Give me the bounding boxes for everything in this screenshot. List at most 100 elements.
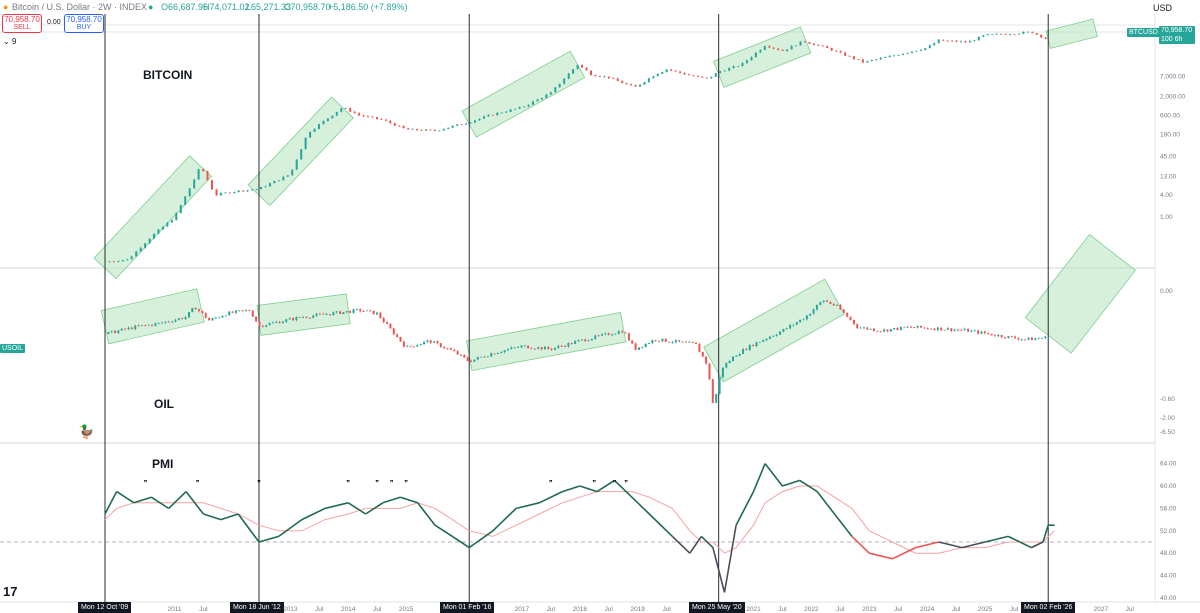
oil-panel-label: OIL [154, 397, 174, 411]
ohlc-high: H74,071.02 [203, 2, 250, 12]
btc-candle [389, 120, 392, 124]
btc-candle [135, 251, 138, 257]
pmi-line-segment [185, 491, 205, 515]
oil-candle [644, 343, 647, 347]
pmi-line-segment [434, 524, 453, 538]
oil-candle [638, 347, 640, 350]
oil-candle [594, 335, 597, 339]
time-axis-tick: 2017 [515, 606, 530, 613]
pmi-line-segment [515, 502, 540, 510]
pmi-line-segment [1031, 541, 1044, 549]
oil-candle [204, 313, 207, 318]
btc-candle [732, 66, 735, 68]
btc-candle [746, 60, 748, 64]
btc-candle [335, 111, 338, 116]
btc-candle [1026, 31, 1029, 33]
oil-candle [382, 317, 385, 323]
oil-candle [936, 327, 939, 330]
btc-candle [300, 149, 303, 160]
btc-candle [549, 92, 552, 95]
oil-candle [1000, 335, 1003, 338]
oil-candle [530, 348, 533, 350]
oil-candle [1030, 337, 1033, 341]
btc-candle [937, 39, 940, 44]
oil-candle [191, 308, 194, 313]
oil-candle [295, 317, 298, 321]
btc-candle [407, 128, 410, 130]
buy-button[interactable]: 70,958.70 BUY [64, 14, 104, 33]
oil-candle [443, 347, 446, 349]
btc-candle [928, 45, 931, 49]
btc-candle [202, 169, 205, 172]
oil-candle [685, 341, 687, 343]
oil-candle [896, 328, 899, 330]
oil-candle [127, 327, 130, 330]
currency-label[interactable]: USD [1152, 3, 1172, 13]
oil-candle [664, 338, 667, 342]
pmi-line-segment [365, 502, 384, 515]
symbol-title[interactable]: Bitcoin / U.S. Dollar · 2W · INDEX [12, 2, 148, 12]
oil-candle [910, 326, 912, 328]
oil-candle [617, 331, 620, 334]
btc-candle [416, 128, 419, 131]
btc-candle [1040, 34, 1043, 38]
btc-candle [233, 192, 236, 194]
oil-candle [735, 355, 738, 357]
oil-candle [671, 342, 674, 343]
btc-candle [420, 130, 423, 131]
btc-candle [964, 41, 967, 43]
pmi-line-segment [382, 496, 401, 504]
btc-candle [630, 84, 633, 86]
btc-candle [411, 128, 414, 130]
pmi-line-segment [1007, 535, 1032, 549]
btc-candle [768, 46, 771, 48]
oil-candle [627, 333, 630, 341]
oil-candle [476, 357, 479, 360]
btc-candle [982, 35, 985, 37]
oil-candle [688, 341, 691, 343]
time-axis-tick: Jul [894, 606, 903, 613]
btc-candle [465, 123, 468, 125]
oil-candle [809, 313, 812, 316]
btc-candle [737, 66, 740, 67]
btc-candle [384, 119, 387, 121]
oil-candle [839, 305, 842, 310]
btc-candle [429, 129, 432, 131]
btc-candle [153, 233, 155, 239]
vertical-marker-group [104, 14, 1049, 602]
btc-candle [500, 112, 503, 114]
tradingview-logo[interactable]: 17 [3, 584, 18, 599]
pmi-peak-marker: ❞ [404, 479, 408, 487]
time-axis-tick: 2023 [862, 606, 877, 613]
oil-candle [802, 319, 805, 321]
oil-candle [248, 310, 251, 311]
btc-candle [273, 180, 276, 184]
oil-candle [1027, 337, 1030, 340]
oil-candle [852, 319, 855, 325]
btc-candle [286, 175, 289, 177]
btc-candle [340, 108, 343, 112]
btc-candle [251, 189, 254, 191]
indicators-toggle[interactable]: ⌄ 9 [3, 37, 16, 46]
sell-button[interactable]: 70,958.70 SELL [2, 14, 42, 33]
oil-candle [987, 333, 990, 335]
oil-candle [500, 352, 503, 353]
oil-candle [721, 367, 724, 378]
btc-candle [277, 180, 280, 182]
oil-candle [624, 332, 627, 334]
oil-candle [674, 340, 677, 343]
btc-candle [594, 75, 597, 77]
oil-candle [1020, 339, 1023, 341]
pmi-axis-tick: 64.00 [1160, 461, 1177, 468]
btc-candle [527, 104, 530, 107]
btc-candle [919, 49, 922, 51]
oil-candle [953, 329, 956, 331]
pmi-axis-tick: 52.00 [1160, 528, 1177, 535]
live-dot-icon: ● [148, 2, 154, 12]
btc-candle [612, 78, 615, 80]
oil-candle [587, 340, 590, 342]
btc-candle [1009, 34, 1011, 36]
btc-candle [670, 69, 673, 71]
btc-candle [318, 124, 320, 129]
